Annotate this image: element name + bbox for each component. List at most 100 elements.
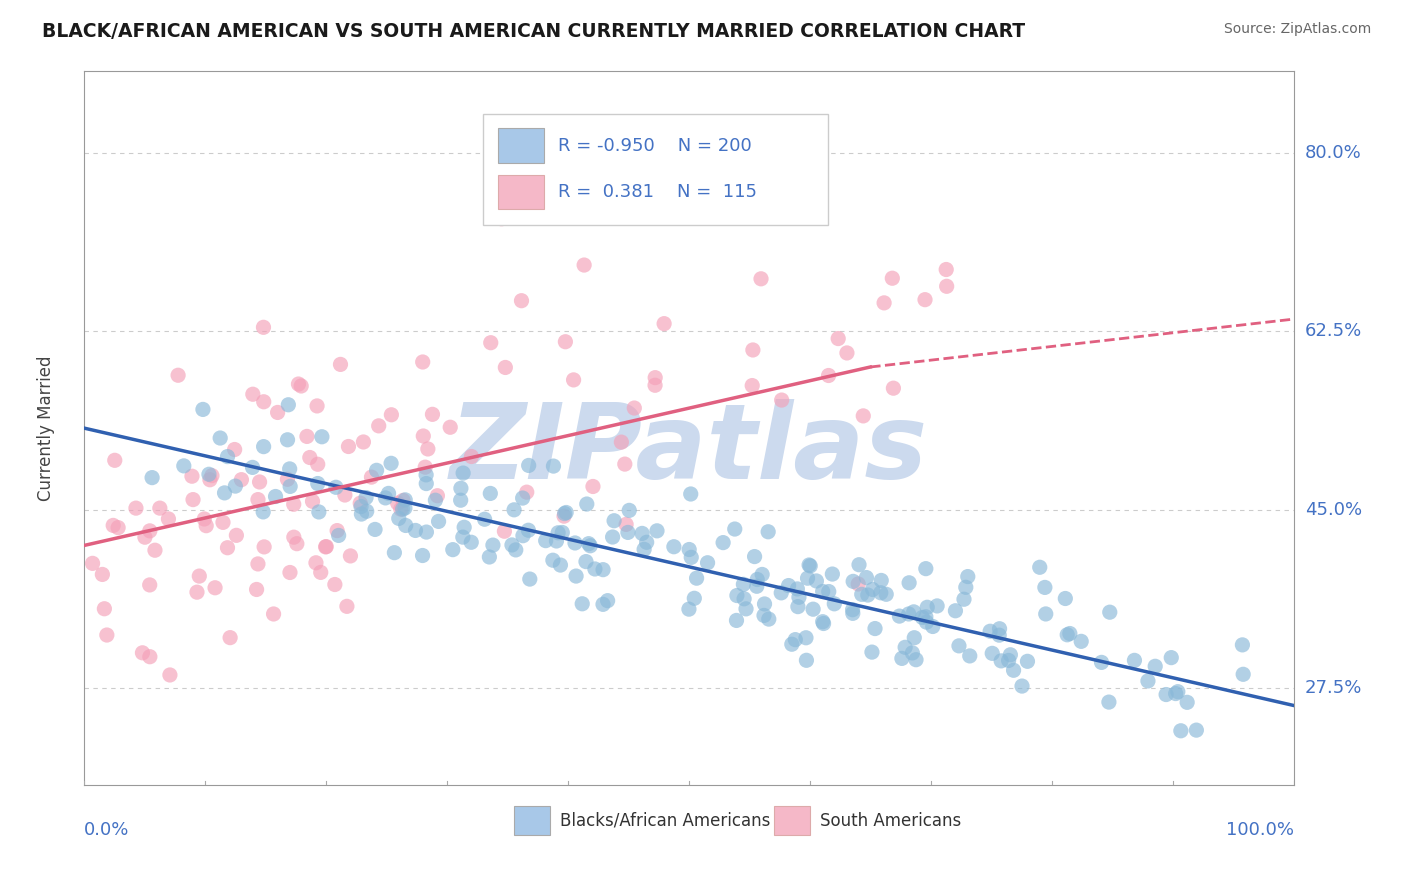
Point xyxy=(869,586,891,600)
Point xyxy=(582,479,605,493)
Point xyxy=(1144,659,1167,673)
Point xyxy=(817,584,839,599)
Point xyxy=(851,587,873,601)
Point xyxy=(377,486,399,500)
Point xyxy=(754,597,776,611)
Point xyxy=(711,535,734,549)
Point xyxy=(104,453,127,467)
Point xyxy=(412,355,434,369)
Point xyxy=(315,540,337,554)
Point xyxy=(217,541,239,555)
Point xyxy=(474,512,496,526)
Point xyxy=(1098,695,1121,709)
Text: 100.0%: 100.0% xyxy=(1226,821,1294,838)
Point xyxy=(806,574,828,588)
Point xyxy=(744,549,766,564)
Point xyxy=(796,653,818,667)
Point xyxy=(914,561,936,575)
Point xyxy=(204,581,226,595)
Point xyxy=(915,615,938,629)
Point xyxy=(796,571,818,585)
Point xyxy=(231,473,253,487)
Point xyxy=(592,563,614,577)
Point xyxy=(328,528,350,542)
Point xyxy=(955,580,977,594)
Point xyxy=(82,557,104,571)
Point xyxy=(1017,654,1039,668)
Point xyxy=(863,622,886,636)
Point xyxy=(374,491,396,505)
Point xyxy=(253,540,276,554)
Point xyxy=(914,609,936,624)
Point xyxy=(685,571,707,585)
Point xyxy=(873,296,896,310)
Point xyxy=(778,578,800,592)
Point xyxy=(384,546,406,560)
Point xyxy=(1033,581,1056,595)
Point xyxy=(412,429,434,443)
Point xyxy=(870,574,893,588)
Point xyxy=(479,335,502,350)
Point xyxy=(277,398,299,412)
Point xyxy=(441,542,464,557)
Point xyxy=(827,332,849,346)
Point xyxy=(415,467,437,482)
Point xyxy=(979,624,1001,639)
Point xyxy=(427,515,450,529)
Point xyxy=(1136,673,1159,688)
Point xyxy=(1070,634,1092,648)
Point xyxy=(391,502,413,516)
Point xyxy=(364,523,387,537)
Point xyxy=(860,645,883,659)
Point xyxy=(460,450,482,464)
Point xyxy=(679,487,702,501)
Point xyxy=(565,569,588,583)
Point xyxy=(252,440,274,454)
Point xyxy=(209,431,232,445)
Point xyxy=(263,607,285,621)
Point xyxy=(349,496,371,510)
Point xyxy=(1175,695,1198,709)
Point xyxy=(724,522,747,536)
Point xyxy=(733,577,755,591)
Point xyxy=(882,271,904,285)
Point xyxy=(295,429,318,443)
Point xyxy=(911,610,934,624)
Point xyxy=(841,603,863,617)
Point xyxy=(897,607,920,621)
Point xyxy=(394,492,416,507)
Point xyxy=(283,530,305,544)
Point xyxy=(631,526,654,541)
Point xyxy=(953,592,976,607)
Point xyxy=(571,597,593,611)
Point xyxy=(817,368,839,383)
Point xyxy=(554,334,576,349)
Text: 80.0%: 80.0% xyxy=(1305,144,1361,162)
Point xyxy=(935,262,957,277)
Point xyxy=(276,472,298,486)
Point xyxy=(1232,667,1254,681)
Point xyxy=(91,567,114,582)
Point xyxy=(352,434,374,449)
Point xyxy=(315,540,337,554)
Point xyxy=(1167,684,1189,698)
Point xyxy=(519,572,541,586)
Point xyxy=(903,605,925,619)
Point xyxy=(277,433,299,447)
Point xyxy=(138,578,160,592)
Point xyxy=(412,549,434,563)
Point xyxy=(149,501,172,516)
Point xyxy=(988,622,1011,636)
Point xyxy=(1098,605,1121,619)
Point xyxy=(751,567,773,582)
Point xyxy=(1011,679,1033,693)
Point xyxy=(1170,723,1192,738)
Point xyxy=(191,402,214,417)
Point xyxy=(450,493,472,508)
Point xyxy=(562,373,585,387)
Text: Currently Married: Currently Married xyxy=(37,355,55,501)
Point xyxy=(494,360,516,375)
Point xyxy=(1035,607,1057,621)
Point xyxy=(683,591,706,606)
Point xyxy=(392,493,415,508)
